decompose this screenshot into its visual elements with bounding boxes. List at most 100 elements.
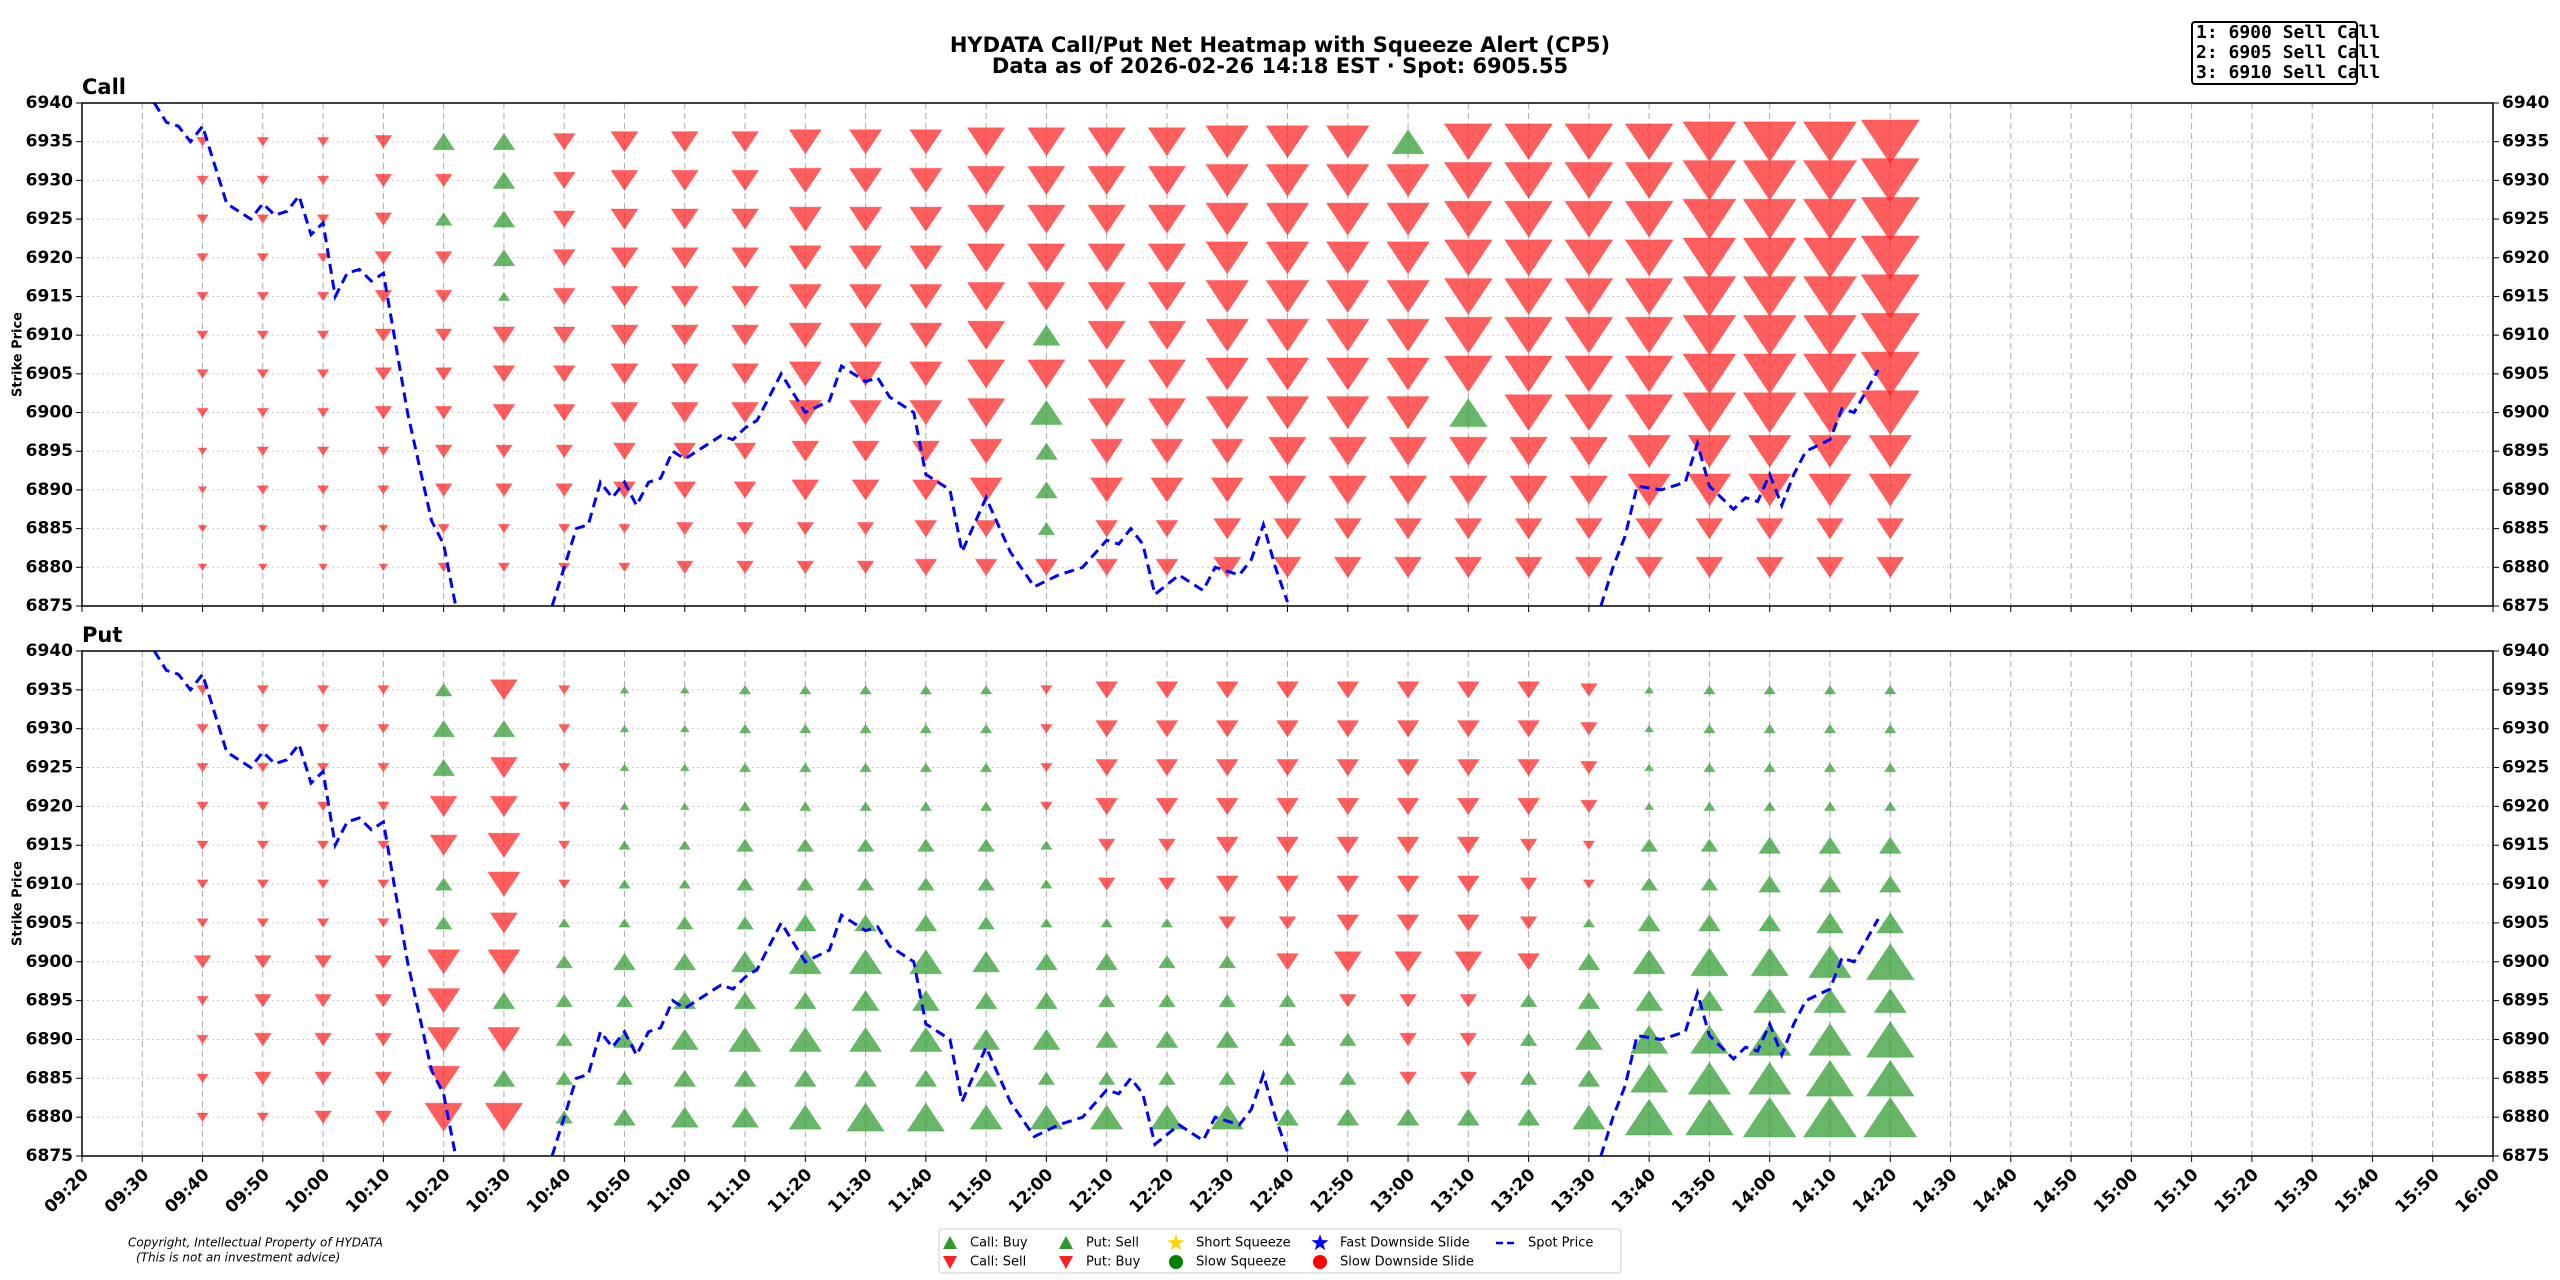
sell-marker [316, 407, 330, 418]
sell-marker [1514, 556, 1543, 579]
sell-marker [610, 324, 639, 347]
y-tick-label: 6885 [26, 519, 73, 539]
sell-marker [1265, 357, 1310, 391]
sell-marker [374, 328, 393, 343]
sell-marker [316, 485, 330, 496]
x-tick-label: 11:20 [764, 1165, 817, 1218]
buy-marker [619, 802, 630, 811]
buy-marker [906, 1102, 946, 1132]
sell-marker [908, 167, 943, 194]
sell-marker [908, 400, 943, 426]
sell-marker [790, 479, 820, 501]
sell-marker [1742, 237, 1798, 279]
legend-item: Call: Buy [943, 1236, 1028, 1251]
buy-marker [919, 723, 933, 734]
buy-marker [851, 989, 880, 1012]
buy-marker [1700, 838, 1719, 852]
buy-marker [615, 1071, 634, 1085]
buy-marker [1807, 1022, 1853, 1056]
sell-marker [1755, 518, 1785, 540]
sell-marker [1147, 165, 1187, 196]
sell-marker [1579, 799, 1599, 814]
buy-marker [793, 991, 818, 1010]
buy-marker [853, 1069, 878, 1087]
sell-marker [486, 832, 521, 859]
sell-marker [1147, 398, 1187, 428]
sell-marker [316, 762, 330, 773]
sell-marker [1569, 475, 1609, 505]
buy-marker [919, 684, 933, 695]
buy-marker [788, 1104, 823, 1130]
sell-marker [1273, 518, 1302, 540]
sell-marker [316, 685, 330, 695]
sell-marker [1039, 762, 1053, 773]
sell-marker [1205, 241, 1250, 275]
x-tick-label: 11:10 [704, 1165, 757, 1218]
sell-marker [974, 558, 998, 577]
sell-marker [316, 214, 330, 225]
sell-marker [1807, 434, 1853, 469]
y-tick-label-right: 6925 [2502, 209, 2549, 229]
buy-marker [431, 132, 456, 151]
sell-marker [489, 679, 519, 701]
sell-marker [1157, 877, 1177, 892]
sell-marker [1205, 357, 1250, 391]
plot-frame [81, 102, 2494, 607]
sell-marker [196, 407, 210, 418]
sell-marker [1267, 436, 1308, 467]
y-tick-label: 6890 [26, 1029, 73, 1049]
x-tick-label: 12:50 [1306, 1165, 1359, 1218]
sell-marker [617, 562, 632, 573]
x-tick-label: 12:40 [1246, 1165, 1299, 1218]
buy-marker [859, 684, 873, 695]
chart-subtitle: Data as of 2026-02-26 14:18 EST · Spot: … [992, 54, 1568, 78]
sell-marker [494, 483, 514, 497]
buy-marker [492, 1069, 516, 1087]
buy-marker [1034, 480, 1059, 499]
buy-marker [1865, 943, 1915, 981]
y-tick-label-right: 6910 [2502, 874, 2549, 894]
sell-marker [196, 330, 210, 341]
sell-marker [1385, 280, 1431, 314]
sell-marker [313, 1110, 333, 1125]
buy-marker [1823, 801, 1837, 812]
buy-marker [1034, 952, 1059, 971]
sell-marker [1026, 282, 1066, 312]
sell-marker [1742, 121, 1798, 163]
sell-marker [1459, 1071, 1478, 1086]
sell-marker [256, 918, 270, 929]
y-tick-label: 6900 [26, 403, 73, 423]
buy-marker [971, 1028, 1001, 1051]
y-tick-label-right: 6885 [2502, 1068, 2549, 1088]
buy-marker [974, 1069, 998, 1087]
sell-marker [610, 131, 639, 153]
sell-marker [316, 801, 330, 812]
x-tick-label: 09:30 [101, 1165, 154, 1218]
buy-marker [979, 684, 993, 695]
sell-marker [316, 446, 330, 457]
buy-marker [1157, 993, 1177, 1008]
sell-marker [376, 485, 390, 496]
y-tick-label-right: 6940 [2502, 93, 2549, 113]
sell-marker [1087, 359, 1127, 389]
sell-marker [1087, 127, 1127, 157]
buy-marker [670, 1028, 700, 1051]
legend-label: Slow Squeeze [1196, 1255, 1286, 1270]
sell-marker [610, 401, 639, 424]
buy-marker [979, 801, 993, 812]
legend-item: Short Squeeze [1167, 1234, 1291, 1251]
sell-marker [196, 1073, 210, 1084]
sell-marker [1564, 162, 1614, 200]
sell-marker [316, 253, 330, 263]
legend-label: Put: Sell [1086, 1236, 1139, 1251]
sell-marker [1325, 396, 1370, 430]
buy-marker [1742, 1096, 1798, 1138]
sell-marker [1087, 165, 1127, 196]
buy-marker [1823, 723, 1837, 734]
sell-marker [1385, 318, 1431, 352]
sell-marker [1328, 475, 1368, 505]
sell-marker [670, 401, 700, 424]
buy-marker [798, 801, 812, 812]
y-tick-label: 6940 [26, 641, 73, 661]
buy-marker [1155, 1030, 1179, 1049]
